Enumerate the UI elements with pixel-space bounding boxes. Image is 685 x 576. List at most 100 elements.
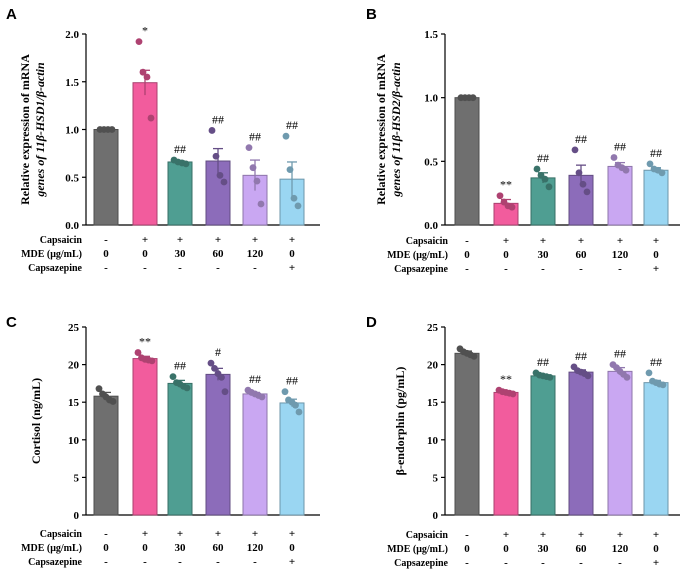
y-tick-label: 15 — [68, 397, 80, 409]
panel-letter: D — [366, 314, 377, 331]
data-point — [212, 152, 220, 160]
data-point — [109, 398, 117, 405]
data-point — [216, 171, 224, 179]
condition-cell: - — [216, 262, 220, 274]
data-point — [108, 126, 116, 133]
condition-row-label: MDE (μg/mL) — [387, 544, 448, 555]
significance-mark: ** — [500, 372, 512, 386]
condition-cell: + — [252, 528, 258, 540]
significance-mark: ## — [212, 112, 224, 126]
data-point — [258, 393, 266, 401]
bar — [279, 402, 305, 516]
condition-cell: 60 — [213, 248, 225, 260]
data-point — [147, 114, 155, 122]
condition-cell: 0 — [503, 543, 509, 555]
data-point — [533, 165, 541, 173]
y-tick-label: 15 — [427, 397, 439, 409]
panel-letter: A — [6, 6, 17, 23]
y-tick-label: 25 — [427, 322, 439, 334]
y-axis-label-line: Relative expression of mRNA — [18, 54, 32, 205]
bar — [132, 358, 158, 516]
y-tick-label: 0 — [433, 510, 439, 522]
condition-row-label: MDE (μg/mL) — [21, 249, 82, 260]
y-tick-label: 20 — [427, 360, 439, 372]
condition-cell: - — [178, 262, 182, 274]
data-point — [292, 401, 299, 409]
bar — [454, 97, 480, 226]
bar — [643, 382, 669, 516]
significance-mark: ** — [139, 335, 151, 349]
condition-cell: - — [216, 556, 220, 568]
data-point — [545, 183, 553, 191]
data-point — [143, 73, 151, 81]
y-axis-label-line: Cortisol (ng/mL) — [29, 378, 43, 464]
bar — [493, 391, 519, 516]
bar — [167, 161, 193, 226]
condition-cell: + — [142, 234, 148, 246]
significance-mark: ## — [650, 355, 662, 369]
bar — [205, 373, 231, 516]
condition-cell: 60 — [576, 543, 588, 555]
data-point — [245, 144, 253, 152]
data-point — [134, 349, 142, 356]
y-tick-label: 2.0 — [65, 29, 79, 41]
data-point — [183, 384, 191, 392]
data-point — [169, 373, 177, 381]
condition-cell: + — [142, 528, 148, 540]
y-axis-label: Relative expression of mRNAgenes of 11β-… — [18, 54, 47, 205]
y-axis-label-line: β-endorphin (pg/mL) — [393, 367, 407, 476]
condition-cell: - — [618, 557, 622, 569]
y-axis-label-line: genes of 11β-HSD1/β-actin — [33, 62, 47, 198]
data-point — [575, 169, 583, 177]
condition-row-label: Capsazepine — [394, 558, 448, 569]
y-tick-label: 20 — [68, 360, 80, 372]
bar — [93, 395, 119, 516]
data-point — [139, 68, 147, 76]
condition-cell: + — [215, 234, 221, 246]
data-point — [211, 364, 218, 372]
data-point — [610, 154, 618, 161]
condition-cell: - — [579, 557, 583, 569]
condition-row-label: Capsazepine — [28, 263, 82, 274]
significance-mark: ## — [537, 151, 549, 165]
data-point — [541, 175, 549, 183]
condition-row-label: Capsazepine — [28, 557, 82, 568]
data-point — [295, 408, 303, 416]
condition-row-label: Capsazepine — [394, 264, 448, 275]
y-tick-label: 0.5 — [65, 172, 79, 184]
condition-cell: 30 — [538, 249, 550, 261]
condition-cell: + — [540, 529, 546, 541]
data-point — [207, 359, 215, 367]
data-point — [218, 373, 225, 381]
condition-cell: - — [541, 557, 545, 569]
condition-cell: 0 — [289, 248, 295, 260]
condition-row-label: MDE (μg/mL) — [387, 250, 448, 261]
data-point — [290, 194, 298, 202]
data-point — [469, 94, 477, 102]
condition-cell: 0 — [653, 543, 659, 555]
panel-d: D 0 5 10 15 20 25 β-endorphin (pg/mL) ** ## ## ## ##… — [366, 314, 680, 569]
condition-cell: 30 — [175, 542, 187, 554]
y-tick-label: 5 — [74, 472, 80, 484]
condition-cell: - — [465, 263, 469, 275]
data-point — [509, 390, 517, 398]
data-point — [496, 192, 504, 200]
data-point — [257, 200, 265, 208]
y-axis-label-line: genes of 11β-HSD2/β-actin — [389, 62, 403, 198]
data-point — [95, 385, 103, 393]
y-tick-label: 1.5 — [65, 77, 79, 89]
bar — [643, 169, 669, 226]
data-point — [148, 357, 156, 365]
panel-letter: B — [366, 6, 377, 23]
condition-cell: - — [541, 263, 545, 275]
data-point — [182, 160, 190, 168]
condition-cell: - — [618, 263, 622, 275]
y-tick-label: 10 — [68, 435, 80, 447]
significance-mark: ## — [249, 130, 261, 144]
condition-cell: - — [253, 262, 257, 274]
bar — [568, 371, 594, 516]
significance-mark: ## — [650, 146, 662, 160]
significance-mark: ## — [575, 132, 587, 146]
y-axis-label-line: Relative expression of mRNA — [374, 54, 388, 205]
